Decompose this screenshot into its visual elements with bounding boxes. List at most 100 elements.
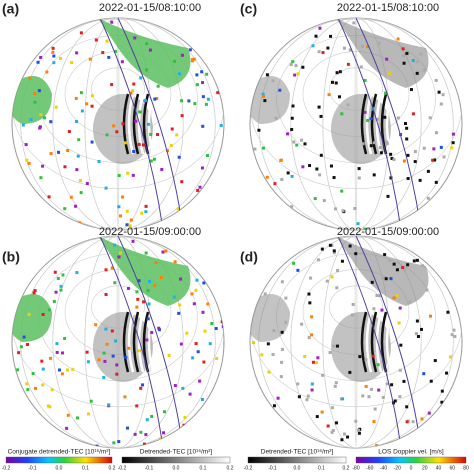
tec-dot <box>201 81 205 85</box>
tec-dot <box>395 294 399 298</box>
colorbar-tick: 0.2 <box>343 465 350 471</box>
tec-dot <box>274 116 278 120</box>
tec-dot <box>37 89 41 93</box>
tec-dot <box>260 353 264 357</box>
tec-dot <box>29 117 33 121</box>
tec-dot <box>290 205 294 209</box>
tec-dot <box>263 292 267 296</box>
globe <box>249 17 463 231</box>
tec-dot <box>375 117 379 121</box>
tec-dot <box>221 325 224 329</box>
tec-dot <box>118 251 122 255</box>
tec-dot <box>54 105 58 109</box>
tec-dot <box>406 153 410 157</box>
tec-dot <box>33 92 37 96</box>
panel-time: 2022-01-15/09:00:00 <box>337 226 439 238</box>
tec-dot <box>32 291 36 295</box>
tec-dot <box>75 119 79 123</box>
tec-dot <box>145 418 149 422</box>
tec-dot <box>202 281 206 285</box>
tec-dot <box>87 412 91 416</box>
tec-dot <box>280 280 284 284</box>
tec-wave <box>375 311 383 373</box>
tec-dot <box>178 72 182 76</box>
tec-dot <box>326 46 330 50</box>
tec-dot <box>440 400 444 404</box>
tec-dot <box>180 53 184 57</box>
tec-dot <box>33 386 37 390</box>
tec-dot <box>372 173 376 177</box>
tec-dot <box>359 65 363 69</box>
tec-dot <box>367 395 371 399</box>
tec-dot <box>340 397 344 401</box>
tec-dot <box>58 56 62 60</box>
tec-dot <box>333 384 337 388</box>
tec-dot <box>358 355 362 359</box>
globe <box>11 235 225 449</box>
tec-dot <box>335 71 339 75</box>
colorbar-tick: 0.0 <box>56 465 63 471</box>
tec-dot <box>371 354 375 358</box>
tec-dot <box>272 404 276 408</box>
tec-dot <box>319 153 323 157</box>
tec-dot <box>415 71 419 75</box>
tec-dot <box>390 383 394 387</box>
land <box>250 76 290 124</box>
tec-dot <box>397 321 401 325</box>
tec-dot <box>169 143 173 147</box>
tec-dot <box>293 73 297 77</box>
tec-dot <box>342 46 346 50</box>
tec-dot <box>434 78 438 82</box>
tec-dot <box>79 191 83 195</box>
tec-dot <box>113 281 117 285</box>
colorbar-title: Detrended-TEC [10¹⁶/m²] <box>261 449 334 456</box>
tec-dot <box>314 34 318 38</box>
tec-dot <box>346 435 350 439</box>
tec-dot <box>27 312 31 316</box>
tec-dot <box>57 150 61 154</box>
tec-dot <box>75 271 79 275</box>
tec-dot <box>279 158 283 162</box>
tec-dot <box>441 93 445 97</box>
tec-dot <box>145 42 149 46</box>
tec-dot <box>322 199 326 203</box>
tec-dot <box>113 49 117 53</box>
tec-dot <box>159 275 163 279</box>
tec-dot <box>428 314 432 318</box>
tec-dot <box>88 57 92 61</box>
tec-dot <box>101 51 105 55</box>
tec-dot <box>86 360 90 364</box>
panel-label: (b) <box>2 249 20 265</box>
tec-dot <box>117 174 121 178</box>
tec-dot <box>41 164 45 168</box>
tec-dot <box>123 141 127 145</box>
tec-dot <box>315 415 319 419</box>
tec-dot <box>334 421 338 425</box>
tec-dot <box>399 343 403 347</box>
tec-dot <box>375 293 379 297</box>
tec-dot <box>144 68 148 72</box>
tec-dot <box>66 413 70 417</box>
tec-dot <box>310 315 314 319</box>
tec-dot <box>56 276 60 280</box>
colorbar-tick: 0 <box>410 465 413 471</box>
tec-dot <box>405 405 409 409</box>
tec-dot <box>126 426 130 430</box>
tec-dot <box>385 142 389 146</box>
tec-dot <box>425 288 429 292</box>
tec-dot <box>290 174 294 178</box>
tec-dot <box>25 158 29 162</box>
tec-dot <box>74 204 78 208</box>
tec-dot <box>51 46 55 50</box>
tec-dot <box>383 115 387 119</box>
tec-dot <box>340 189 344 193</box>
tec-dot <box>271 79 275 83</box>
tec-dot <box>110 266 114 270</box>
tec-dot <box>133 432 137 436</box>
tec-dot <box>442 155 446 159</box>
tec-dot <box>354 419 358 423</box>
colorbar-tick: -0.1 <box>28 465 37 471</box>
tec-dot <box>412 259 416 263</box>
tec-dot <box>257 128 261 132</box>
tec-dot <box>178 303 182 307</box>
